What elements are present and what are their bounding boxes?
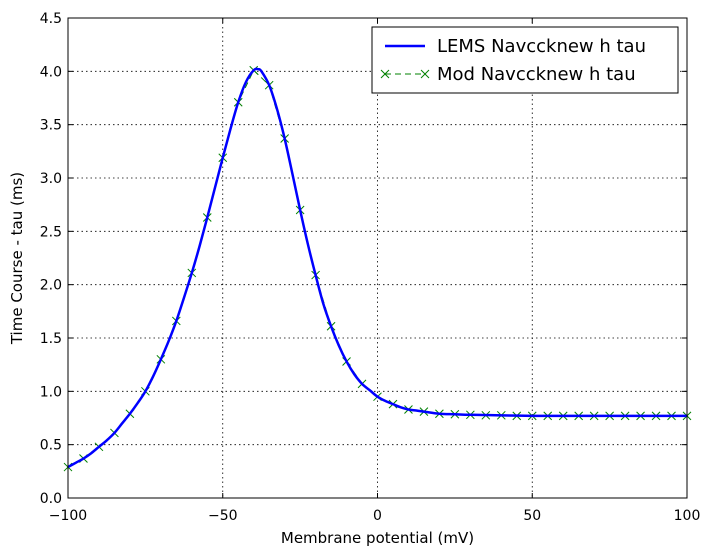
marker-stroke — [420, 69, 430, 79]
y-tick-label: 0.5 — [40, 438, 62, 454]
x-tick-label: 50 — [523, 508, 541, 524]
y-tick-label: 4.0 — [40, 64, 62, 80]
legend-box — [371, 26, 679, 94]
y-tick-label: 3.0 — [40, 171, 62, 187]
y-axis-title: Time Course - tau (ms) — [8, 172, 26, 345]
legend: LEMS Navccknew h tau Mod Navccknew h tau — [371, 26, 679, 94]
y-tick-label: 2.0 — [40, 278, 62, 294]
x-tick-label: −100 — [49, 508, 87, 524]
grid — [68, 18, 687, 498]
legend-marker-mod — [420, 69, 430, 79]
legend-marker-mod — [380, 69, 390, 79]
ticks: −100 −50 0 50 100 0.0 0.5 1.0 1.5 2.0 2.5 3.0 3.5 4.0… — [40, 11, 701, 524]
lems-series-line — [67, 67, 687, 469]
y-tick-label: 0.0 — [40, 491, 62, 507]
y-tick-label: 1.5 — [40, 331, 62, 347]
x-tick-label: −50 — [208, 508, 238, 524]
y-tick-label: 4.5 — [40, 11, 62, 27]
x-tick-label: 100 — [674, 508, 701, 524]
legend-label-mod: Mod Navccknew h tau — [437, 64, 636, 85]
legend-label-lems: LEMS Navccknew h tau — [437, 36, 646, 57]
x-axis-title: Membrane potential (mV) — [281, 529, 474, 547]
y-tick-label: 2.5 — [40, 224, 62, 240]
y-tick-label: 1.0 — [40, 384, 62, 400]
series-layer — [63, 65, 692, 472]
x-tick-label: 0 — [373, 508, 382, 524]
marker-stroke — [380, 69, 390, 79]
y-tick-label: 3.5 — [40, 118, 62, 134]
